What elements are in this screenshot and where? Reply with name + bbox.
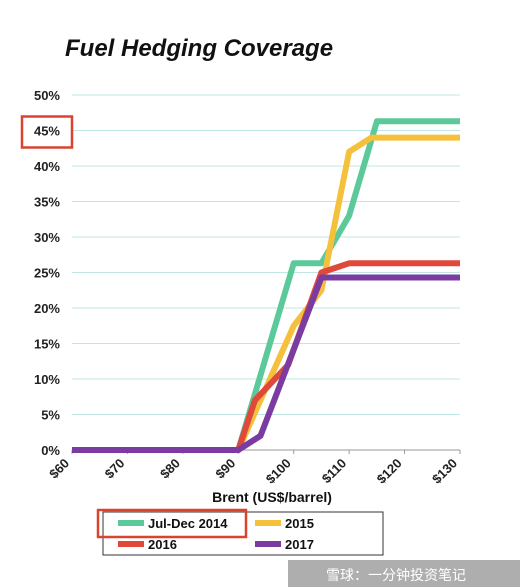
x-tick-label: $130 (429, 456, 460, 487)
y-tick-highlight-box (20, 115, 74, 149)
y-tick-label: 30% (34, 230, 60, 245)
legend-label: Jul-Dec 2014 (148, 516, 228, 531)
y-tick-label: 0% (41, 443, 60, 458)
y-tick-label: 20% (34, 301, 60, 316)
watermark-band (288, 560, 520, 587)
x-tick-label: $120 (374, 456, 405, 487)
legend-label: 2016 (148, 537, 177, 552)
x-tick-label: $80 (157, 456, 183, 482)
series-lines (72, 118, 460, 453)
legend-highlight-box (96, 508, 248, 539)
x-axis-label: Brent (US$/barrel) (212, 489, 332, 505)
y-tick-label: 40% (34, 159, 60, 174)
y-tick-label: 10% (34, 372, 60, 387)
x-tick-label: $90 (212, 456, 238, 482)
series-line (72, 274, 460, 453)
legend-label: 2015 (285, 516, 314, 531)
watermark-text: 雪球：一分钟投资笔记 (326, 567, 466, 584)
y-tick-label: 15% (34, 337, 60, 352)
grid-lines (72, 94, 460, 415)
y-tick-label: 5% (41, 408, 60, 423)
legend: Jul-Dec 2014 2015 2016 2017 (96, 508, 384, 556)
chart-title: Fuel Hedging Coverage (65, 35, 333, 62)
series-line (72, 134, 460, 453)
y-axis-ticks: 0% 5% 10% 15% 20% 25% 30% 35% 40% 45% 50% (34, 88, 60, 458)
y-tick-label: 25% (34, 266, 60, 281)
series-line (72, 118, 460, 453)
legend-box (102, 511, 384, 556)
y-tick-label: 45% (34, 124, 60, 139)
x-axis-ticks: $60 $70 $80 $90 $100 $110 $120 $130 (46, 450, 461, 487)
legend-label: 2017 (285, 537, 314, 552)
x-tick-label: $100 (263, 456, 294, 487)
x-tick-label: $110 (319, 456, 350, 487)
y-tick-label: 35% (34, 195, 60, 210)
x-tick-label: $70 (102, 456, 128, 482)
x-tick-label: $60 (46, 456, 72, 482)
y-tick-label: 50% (34, 88, 60, 103)
